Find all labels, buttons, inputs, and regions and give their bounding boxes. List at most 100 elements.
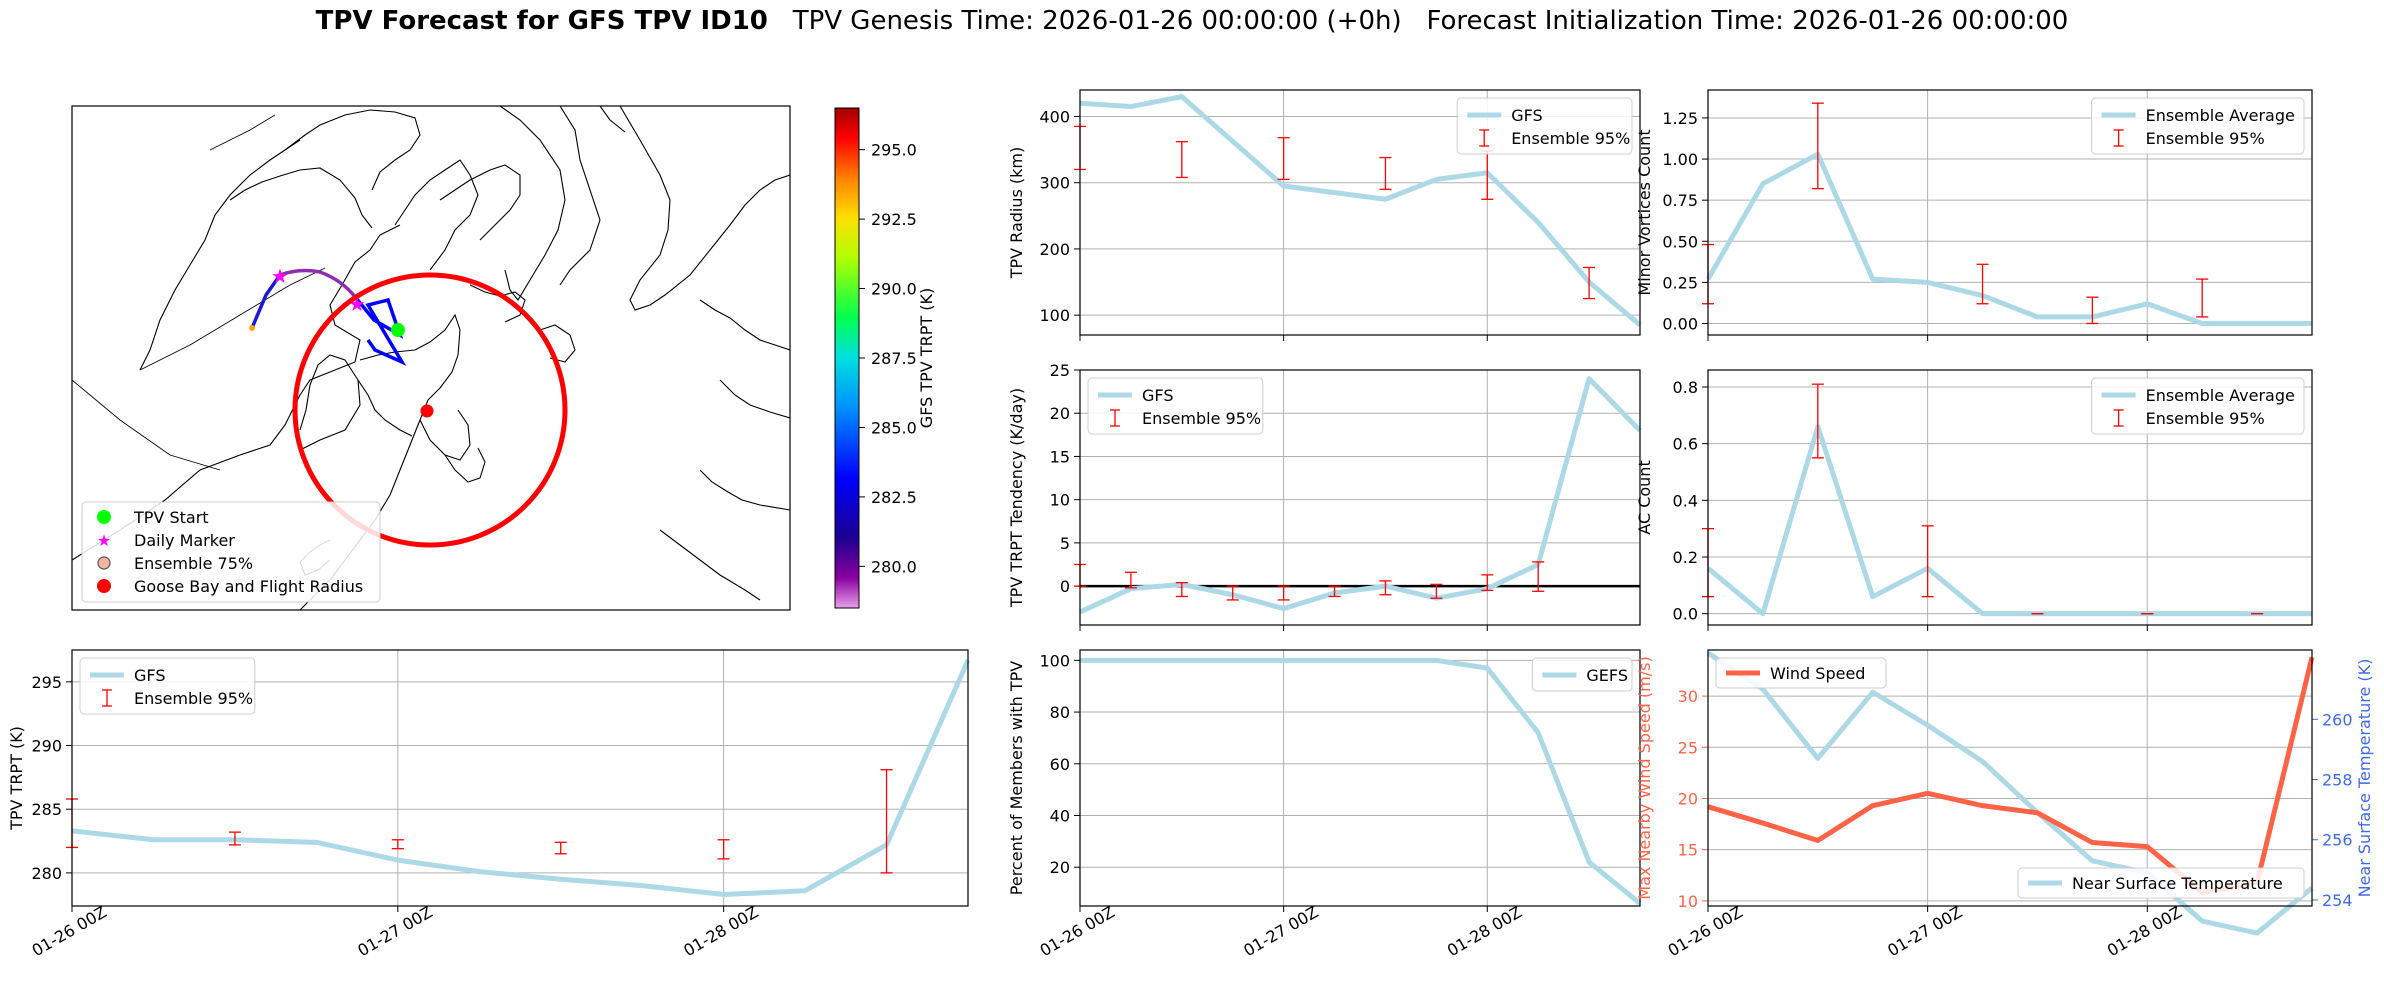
y-tick-label: 30 — [1678, 687, 1698, 706]
chart-wind: 01-26 00Z 01-27 00Z 01-28 00Z 10 15 20 25 30 254… — [1635, 649, 2374, 960]
coastline — [299, 354, 361, 451]
colorbar-tick-label: 287.5 — [871, 349, 917, 368]
errorbar — [1532, 561, 1545, 592]
errorbar — [1921, 525, 1934, 598]
map-panel: ★ ★ TPV Start ★ Daily Marker Ensemble 75… — [71, 105, 791, 611]
y-axis-label: AC Count — [1635, 460, 1654, 534]
y-tick-label: 100 — [1039, 306, 1070, 325]
colorbar-label: GFS TPV TRPT (K) — [917, 288, 936, 428]
coastline — [439, 164, 521, 241]
y-tick-label: 20 — [1050, 404, 1070, 423]
x-tick-label: 01-26 00Z — [1665, 902, 1746, 960]
y-tick-label: 10 — [1678, 892, 1698, 911]
errorbar — [1811, 102, 1824, 190]
y-axis-label: TPV TRPT (K) — [7, 726, 26, 831]
legend-daily-icon: ★ — [97, 531, 111, 550]
legend-ensemble-icon — [97, 556, 111, 570]
y-tick-label: 100 — [1039, 651, 1070, 670]
y-right-label: Near Surface Temperature (K) — [2355, 659, 2374, 898]
y-axis-label: Minor Vortices Count — [1635, 129, 1654, 295]
errorbar — [1976, 263, 1989, 305]
errorbar — [1481, 574, 1494, 592]
y-tick-label: 0.4 — [1673, 491, 1698, 510]
plot-area — [1708, 650, 2312, 906]
border-line — [139, 267, 326, 371]
coastline — [699, 299, 790, 351]
errorbar — [1379, 156, 1392, 190]
chart-tendency: 0 5 10 15 20 25 GFS Ensemble 95% TPV TRPT Tenden… — [1007, 361, 1642, 631]
y-tick-label: 0.25 — [1662, 273, 1698, 292]
series-line — [1079, 94, 1642, 327]
legend: Ensemble Average Ensemble 95% — [2091, 377, 2305, 435]
series-line-temperature — [1706, 650, 2314, 936]
errorbar — [1175, 581, 1188, 598]
y-tick-label: 20 — [1678, 789, 1698, 808]
legend: Ensemble Average Ensemble 95% — [2091, 97, 2305, 155]
legend-start-label: TPV Start — [133, 508, 209, 527]
colorbar: 295.0 292.5 290.0 287.5 285.0 282.5 280.0 GFS … — [834, 107, 936, 609]
legend-box — [1087, 377, 1264, 435]
chart-pct: 01-26 00Z 01-27 00Z 01-28 00Z 20 40 60 80 100 GE… — [1007, 649, 1642, 960]
colorbar-gradient — [834, 107, 860, 609]
goose-bay-marker — [420, 404, 434, 418]
legend-label: GFS — [134, 666, 165, 685]
legend-box — [1531, 657, 1633, 692]
errorbar — [1124, 571, 1137, 589]
plot-frame — [1707, 649, 2313, 907]
y-tick-label: 1.00 — [1662, 150, 1698, 169]
coastline — [357, 379, 413, 437]
x-tick-label: 01-26 00Z — [29, 902, 110, 960]
legend-box — [1456, 97, 1633, 155]
x-tick-label: 01-28 00Z — [1444, 902, 1525, 960]
chart-trpt: 01-26 00Z 01-27 00Z 01-28 00Z 280 285 290 295 G… — [7, 649, 971, 960]
coastline — [229, 167, 373, 229]
track-end-dot — [249, 325, 255, 331]
errorbar — [880, 769, 893, 874]
legend-label: Ensemble 95% — [1511, 129, 1630, 148]
y-tick-label: 25 — [1050, 361, 1070, 380]
series-line — [1705, 151, 2312, 326]
x-tick-label: 01-28 00Z — [2104, 902, 2185, 960]
y-tick-label: 15 — [1678, 841, 1698, 860]
y-tick-label: 60 — [1050, 755, 1070, 774]
errorbar — [1277, 137, 1290, 181]
y-tick-label: 0.50 — [1662, 232, 1698, 251]
plot-frame — [1079, 89, 1641, 336]
legend-label: GFS — [1511, 106, 1542, 125]
plot-frame — [1707, 369, 2313, 626]
title-init: Forecast Initialization Time: 2026-01-26… — [1426, 6, 2069, 36]
errorbar — [1175, 140, 1188, 179]
colorbar-tick-label: 282.5 — [871, 488, 917, 507]
errorbar — [1226, 585, 1239, 601]
figure-title: TPV Forecast for GFS TPV ID10 TPV Genesi… — [0, 6, 2384, 36]
legend-goose-label: Goose Bay and Flight Radius — [134, 577, 363, 596]
errorbar — [2196, 278, 2209, 318]
coastline — [499, 106, 566, 301]
series-line — [1080, 657, 1642, 906]
colorbar-tick-label: 292.5 — [871, 210, 917, 229]
y-axis-label: TPV Radius (km) — [1007, 147, 1026, 280]
colorbar-tick-label: 280.0 — [871, 557, 917, 576]
coastline — [559, 106, 601, 286]
x-tick-label: 01-27 00Z — [1240, 902, 1321, 960]
coastline — [699, 469, 790, 511]
coastline — [444, 447, 486, 483]
coastline — [139, 139, 301, 371]
y-axis-label: TPV TRPT Tendency (K/day) — [1007, 388, 1026, 608]
daily-marker: ★ — [271, 264, 289, 288]
y-tick-label: 290 — [31, 737, 62, 756]
errorbar — [1277, 585, 1290, 601]
x-tick-label: 01-27 00Z — [1884, 902, 1965, 960]
y-right-tick-label: 260 — [2322, 710, 2353, 729]
plot-frame — [71, 649, 969, 907]
y-right-tick-label: 254 — [2322, 891, 2353, 910]
coastline — [719, 379, 790, 419]
coastline — [599, 106, 626, 133]
plot-frame — [1707, 89, 2313, 336]
coastline — [659, 529, 761, 601]
tpv-start-marker — [391, 323, 405, 337]
y-tick-label: 300 — [1039, 174, 1070, 193]
legend: GFS Ensemble 95% — [1087, 377, 1264, 435]
y-tick-label: 400 — [1039, 107, 1070, 126]
